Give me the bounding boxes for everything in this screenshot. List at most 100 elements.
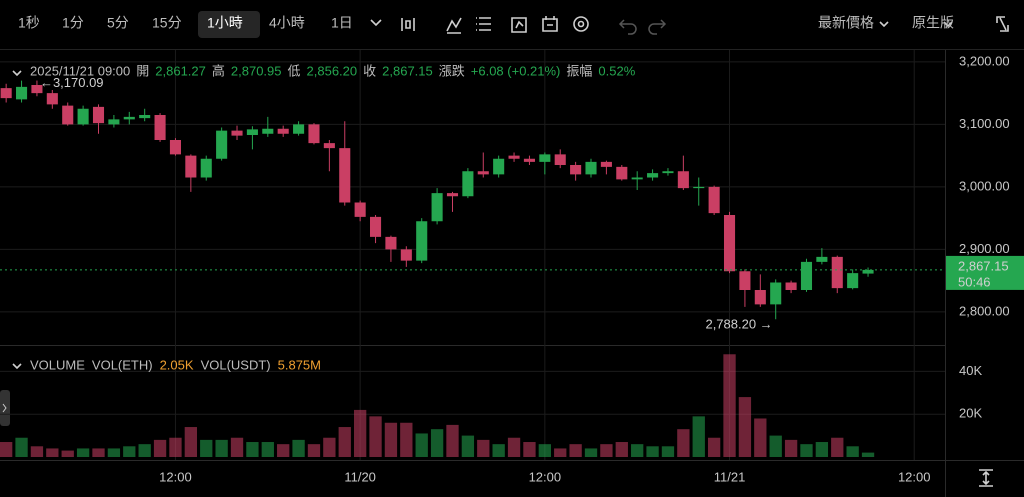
chart-type-icon[interactable] <box>401 18 415 31</box>
volume-bar <box>277 444 290 457</box>
calendar-icon[interactable] <box>542 16 558 32</box>
interval-button[interactable]: 1日 <box>331 15 353 31</box>
axis-scale-icon[interactable] <box>979 469 993 487</box>
candle-body <box>185 155 197 178</box>
volume-bar <box>523 442 536 457</box>
y-tick-label: 3,100.00 <box>959 116 1010 131</box>
interval-button[interactable]: 1分 <box>62 15 84 31</box>
list-icon[interactable] <box>476 17 491 31</box>
volume-bar <box>107 448 121 457</box>
interval-button[interactable]: 1秒 <box>18 15 40 31</box>
interval-button[interactable]: 1小時 <box>207 15 243 31</box>
collapse-arrows[interactable] <box>12 70 22 370</box>
info-low: 2,856.20 <box>307 63 358 78</box>
candle-body <box>108 119 120 125</box>
volume-bar <box>30 446 44 457</box>
candle-body <box>800 261 813 290</box>
volume-bar <box>861 452 875 457</box>
volume-bar <box>769 435 782 457</box>
candle-body <box>400 249 412 261</box>
volume-bar <box>415 433 428 457</box>
volume-bar <box>692 416 705 457</box>
candle-body <box>739 271 751 290</box>
volume-bar <box>800 444 813 457</box>
interval-button[interactable]: 4小時 <box>269 15 305 31</box>
volume-bar <box>569 444 582 457</box>
candle-body <box>416 221 428 261</box>
candle-body <box>785 282 797 290</box>
volume-bar <box>707 437 721 457</box>
volume-bar <box>76 448 90 457</box>
candle-body <box>46 93 58 105</box>
volume-bar <box>369 416 382 457</box>
last-price-box <box>946 255 1024 290</box>
candle-body <box>616 166 628 180</box>
volume-bar <box>461 435 475 457</box>
candle-body <box>662 171 674 174</box>
fullscreen-icon[interactable] <box>996 16 1009 32</box>
info-time: 2025/11/21 09:00 <box>30 63 130 78</box>
settings-icon[interactable] <box>573 16 589 32</box>
candle-body <box>508 155 520 159</box>
info-change-label: 漲跌 <box>439 63 465 78</box>
candle-body <box>816 256 828 262</box>
candle-body <box>77 108 89 125</box>
volume-bar <box>292 439 305 457</box>
info-close: 2,867.15 <box>382 63 433 78</box>
volume-bar <box>738 397 752 457</box>
price-mode[interactable]: 最新價格 <box>818 15 874 31</box>
candle-body <box>246 129 258 135</box>
volume-bar <box>323 437 336 457</box>
candle-body <box>723 215 736 272</box>
candle-body <box>31 85 43 94</box>
candle-body <box>708 186 720 214</box>
volume-bar <box>0 442 13 457</box>
y-tick-label: 3,200.00 <box>959 53 1010 68</box>
y-tick-label: 2,800.00 <box>959 303 1010 318</box>
volume-bar <box>138 444 151 457</box>
volume-tick-label: 40K <box>959 363 982 378</box>
candle-body <box>477 171 489 175</box>
volume-bar <box>430 429 444 457</box>
candle-body <box>200 158 212 178</box>
volume-bar <box>400 422 413 457</box>
extreme-label: ←3,170.09 <box>40 75 104 90</box>
view-mode[interactable]: 原生版 <box>912 15 954 31</box>
volume-bar <box>477 439 490 457</box>
candle-body <box>831 256 843 289</box>
candle-body <box>554 154 566 165</box>
interval-button[interactable]: 5分 <box>107 15 129 31</box>
draw-icon[interactable] <box>511 17 527 33</box>
candle-body <box>339 148 351 203</box>
volume-bar <box>338 427 351 457</box>
volume-bar <box>246 442 259 457</box>
candle-body <box>493 158 505 175</box>
volume-bar <box>200 439 213 457</box>
info-high-label: 高 <box>212 63 225 78</box>
volume-bar <box>61 450 74 457</box>
dropdown-arrows[interactable] <box>879 21 953 28</box>
side-handle-arrow <box>2 403 7 413</box>
volume-legend: VOLUME VOL(ETH) 2.05K VOL(USDT) 5.875M <box>30 357 321 372</box>
candle-body <box>154 115 166 140</box>
undo-icon[interactable] <box>618 19 637 35</box>
y-tick-label: 3,000.00 <box>959 178 1010 193</box>
candle-body <box>385 236 397 250</box>
side-handle[interactable] <box>0 390 10 426</box>
volume-bar <box>600 444 613 457</box>
volume-bar <box>15 437 28 457</box>
redo-icon[interactable] <box>648 19 667 35</box>
info-close-label: 收 <box>363 63 376 78</box>
candle-body <box>354 202 366 217</box>
interval-button[interactable]: 15分 <box>152 15 182 31</box>
candle-body <box>539 154 551 162</box>
volume-bar <box>46 448 59 457</box>
more-intervals[interactable] <box>370 19 382 27</box>
volume-bar <box>831 437 844 457</box>
volume-bar <box>153 439 167 457</box>
indicator-icon[interactable] <box>446 17 462 34</box>
y-tick-label: 2,900.00 <box>959 241 1010 256</box>
x-tick-label: 12:00 <box>898 469 931 484</box>
